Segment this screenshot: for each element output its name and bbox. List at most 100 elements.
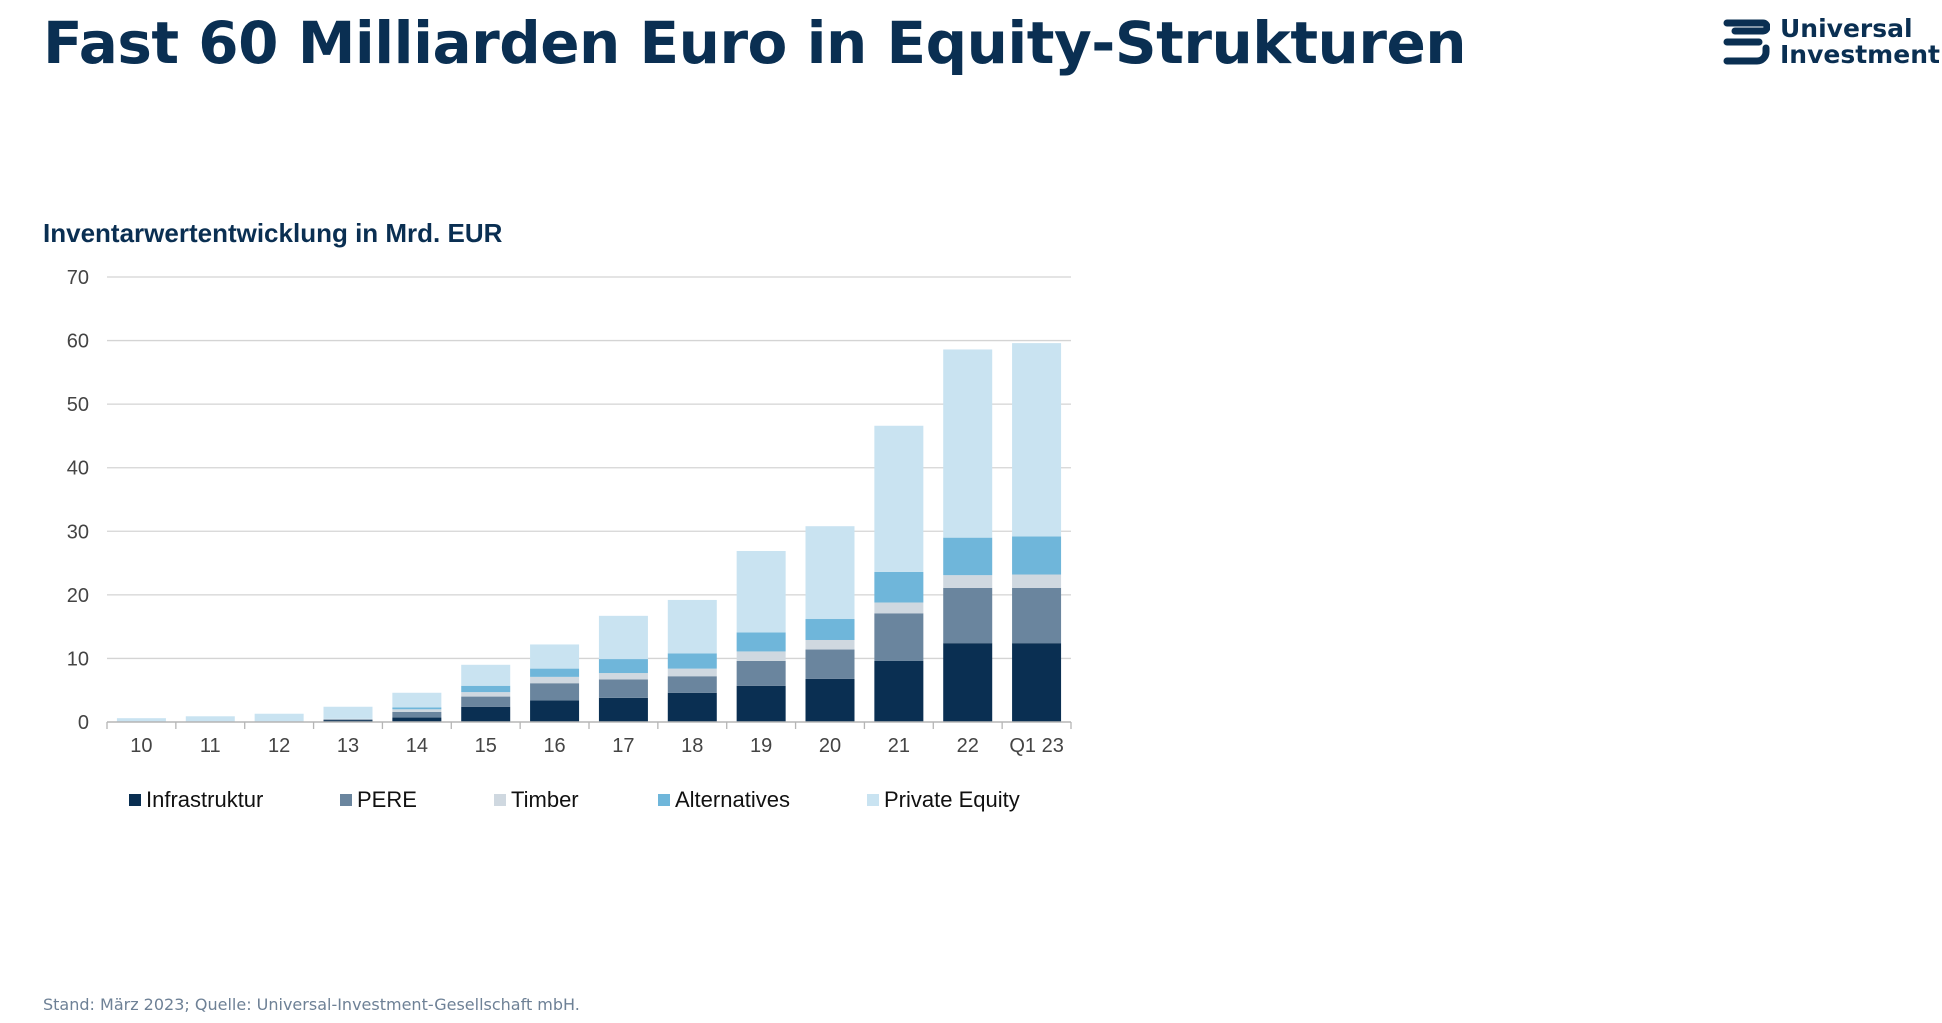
legend-swatch xyxy=(494,794,506,806)
bar-segment xyxy=(736,632,786,652)
bar-segment xyxy=(392,709,442,712)
bar-segment xyxy=(874,425,924,572)
y-tick-label: 70 xyxy=(67,267,89,289)
x-tick-label: 13 xyxy=(337,735,359,757)
legend-swatch xyxy=(129,794,141,806)
bar-stack xyxy=(254,713,304,722)
y-tick-label: 10 xyxy=(67,648,89,670)
source-note: Stand: März 2023; Quelle: Universal-Inve… xyxy=(43,995,580,1014)
chart-title: Inventarwertentwicklung in Mrd. EUR xyxy=(43,218,503,248)
bar-stack xyxy=(598,615,648,722)
bar-segment xyxy=(805,619,855,640)
bar-segment xyxy=(805,639,855,650)
legend-item: Alternatives xyxy=(658,784,790,816)
bar-segment xyxy=(598,673,648,680)
page-title: Fast 60 Milliarden Euro in Equity-Strukt… xyxy=(43,9,1467,77)
bar-stack xyxy=(943,349,993,722)
bar-segment xyxy=(530,700,580,722)
bar-segment xyxy=(736,651,786,661)
bar-segment xyxy=(943,575,993,588)
chart-bars xyxy=(116,343,1062,722)
bar-segment xyxy=(874,660,924,722)
bar-segment xyxy=(392,711,442,718)
bar-segment xyxy=(667,668,717,677)
bar-segment xyxy=(530,676,580,684)
bar-segment xyxy=(1012,643,1062,722)
y-tick-label: 60 xyxy=(67,331,89,353)
bar-stack xyxy=(530,644,580,722)
bar-segment xyxy=(736,685,786,722)
bar-segment xyxy=(323,719,373,721)
bar-stack xyxy=(1012,343,1062,722)
y-axis-tick-labels: 0 10 20 30 40 50 60 70 xyxy=(67,267,89,734)
bar-segment xyxy=(598,679,648,698)
y-tick-label: 30 xyxy=(67,521,89,543)
bar-segment xyxy=(874,602,924,614)
bar-segment xyxy=(874,613,924,661)
bar-segment xyxy=(1012,574,1062,588)
bar-segment xyxy=(185,716,235,722)
bar-segment xyxy=(461,706,511,722)
bar-segment xyxy=(667,599,717,654)
bar-segment xyxy=(461,692,511,697)
legend-item: PERE xyxy=(340,784,417,816)
bar-stack xyxy=(667,599,717,722)
bar-segment xyxy=(805,526,855,620)
y-tick-label: 50 xyxy=(67,394,89,416)
bar-segment xyxy=(598,697,648,722)
bar-segment xyxy=(530,683,580,701)
x-tick-label: 19 xyxy=(750,735,772,757)
legend-swatch xyxy=(867,794,879,806)
logo-line-2: Investment xyxy=(1780,40,1940,69)
chart-legend: Infrastruktur PERE Timber Alternatives Priva… xyxy=(129,784,1079,816)
bar-stack xyxy=(874,425,924,722)
bar-segment xyxy=(667,692,717,722)
bar-segment xyxy=(943,643,993,722)
bar-segment xyxy=(598,615,648,660)
y-tick-label: 0 xyxy=(78,712,89,734)
bar-segment xyxy=(323,718,373,720)
x-tick-label: Q1 23 xyxy=(1009,735,1063,757)
chart-gridlines xyxy=(107,276,1071,660)
bar-segment xyxy=(667,653,717,669)
logo-line-1: Universal xyxy=(1780,14,1913,43)
legend-swatch xyxy=(340,794,352,806)
bar-segment xyxy=(392,692,442,708)
legend-item: Infrastruktur xyxy=(129,784,263,816)
bar-stack xyxy=(392,692,442,722)
universal-investment-logo-icon xyxy=(1723,19,1770,65)
y-tick-label: 40 xyxy=(67,458,89,480)
x-tick-label: 22 xyxy=(957,735,979,757)
x-axis xyxy=(106,721,1072,729)
bar-segment xyxy=(392,707,442,710)
bar-stack xyxy=(805,526,855,722)
bar-segment xyxy=(943,349,993,538)
bar-stack xyxy=(461,664,511,722)
bar-segment xyxy=(874,571,924,603)
x-tick-label: 15 xyxy=(475,735,497,757)
bar-stack xyxy=(736,550,786,722)
legend-label: Private Equity xyxy=(884,787,1020,812)
bar-segment xyxy=(392,717,442,722)
legend-item: Private Equity xyxy=(867,784,1020,816)
bar-segment xyxy=(461,664,511,686)
bar-segment xyxy=(805,678,855,722)
legend-label: Alternatives xyxy=(675,787,790,812)
x-tick-label: 12 xyxy=(268,735,290,757)
bar-segment xyxy=(461,685,511,693)
x-tick-label: 10 xyxy=(130,735,152,757)
legend-label: Timber xyxy=(511,787,579,812)
x-tick-label: 21 xyxy=(888,735,910,757)
x-tick-label: 18 xyxy=(681,735,703,757)
bar-stack xyxy=(323,706,373,722)
bar-segment xyxy=(323,720,373,722)
logo-wordmark: Universal Investment xyxy=(1780,16,1940,68)
bar-segment xyxy=(667,676,717,693)
x-axis-tick-labels: 10 11 12 13 14 15 16 17 18 19 20 21 22 Q1 23 xyxy=(130,735,1064,757)
x-tick-label: 20 xyxy=(819,735,841,757)
legend-label: PERE xyxy=(357,787,417,812)
x-tick-label: 14 xyxy=(406,735,428,757)
bar-stack xyxy=(185,716,235,722)
bar-segment xyxy=(530,668,580,677)
